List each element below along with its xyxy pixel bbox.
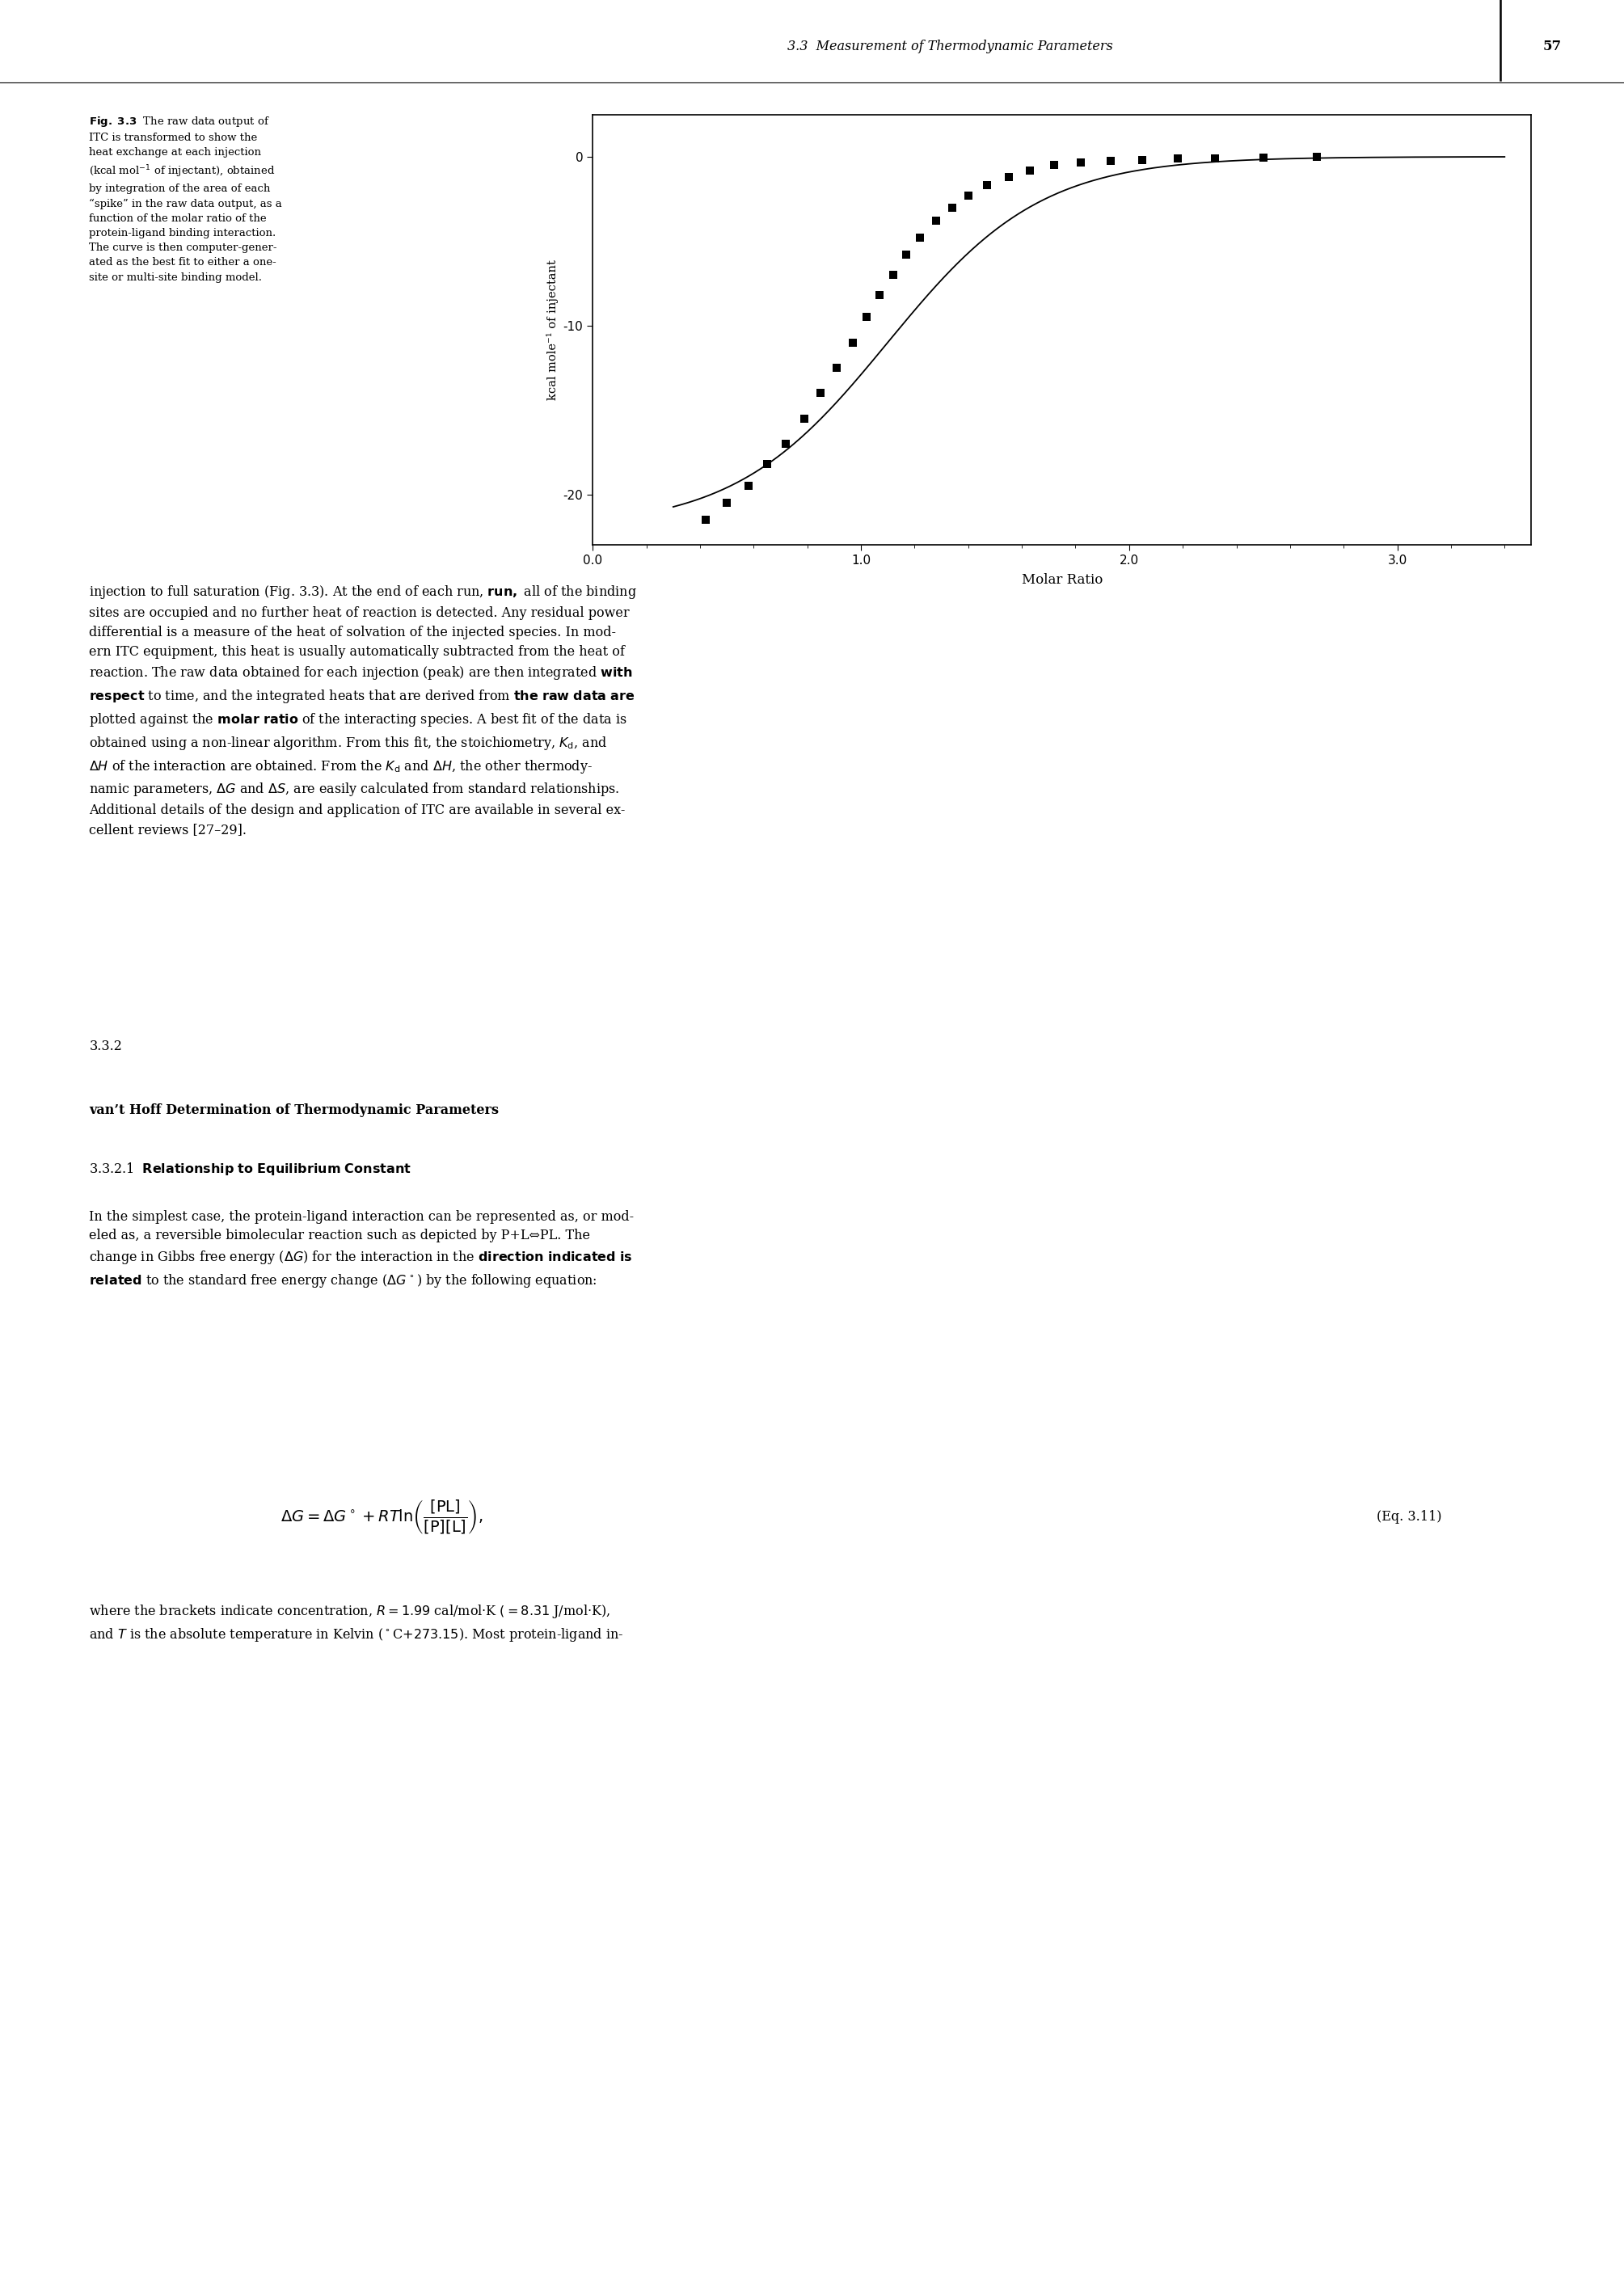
Point: [955, 176, 981, 213]
Point: [1164, 140, 1190, 176]
Point: [773, 426, 799, 463]
Point: [1130, 142, 1156, 179]
Point: [974, 167, 1000, 204]
Point: [692, 502, 718, 538]
Text: 57: 57: [1543, 39, 1562, 53]
Text: (Eq. 3.11): (Eq. 3.11): [1377, 1509, 1442, 1525]
Text: 3.3.2.1  $\bf{Relationship\ to\ Equilibrium\ Constant}$: 3.3.2.1 $\bf{Relationship\ to\ Equilibri…: [89, 1161, 412, 1177]
Point: [1304, 140, 1330, 176]
Point: [1041, 147, 1067, 183]
Point: [840, 325, 866, 362]
Text: In the simplest case, the protein-ligand interaction can be represented as, or m: In the simplest case, the protein-ligand…: [89, 1209, 635, 1289]
Point: [807, 376, 833, 412]
Point: [906, 220, 932, 256]
Point: [996, 158, 1021, 195]
Text: 3.3.2: 3.3.2: [89, 1040, 122, 1053]
Point: [754, 447, 780, 483]
Point: [736, 467, 762, 504]
Point: [893, 236, 919, 273]
Point: [1202, 140, 1228, 176]
Point: [880, 256, 906, 293]
X-axis label: Molar Ratio: Molar Ratio: [1021, 572, 1103, 586]
Point: [922, 202, 948, 238]
Point: [939, 190, 965, 227]
Text: $\bf{Fig.\ 3.3}$  The raw data output of
ITC is transformed to show the
heat exc: $\bf{Fig.\ 3.3}$ The raw data output of …: [89, 114, 283, 282]
Text: where the brackets indicate concentration, $R=1.99$ cal/mol$\cdot$K $(=8.31$ J/m: where the brackets indicate concentratio…: [89, 1603, 624, 1644]
Text: injection to full saturation (Fig. 3.3). At the end of each run, $\bf{run,}$ all: injection to full saturation (Fig. 3.3).…: [89, 584, 637, 836]
Point: [1250, 140, 1276, 176]
Text: 3.3  Measurement of Thermodynamic Parameters: 3.3 Measurement of Thermodynamic Paramet…: [788, 39, 1112, 53]
Point: [1069, 144, 1095, 181]
Point: [715, 485, 741, 522]
Point: [867, 277, 893, 314]
Point: [791, 401, 817, 437]
Point: [853, 298, 879, 334]
Point: [823, 350, 849, 387]
Point: [1098, 142, 1124, 179]
Text: $\Delta G = \Delta G^\circ + RT\ln\!\left(\dfrac{[\mathrm{PL}]}{[\mathrm{P}][\ma: $\Delta G = \Delta G^\circ + RT\ln\!\lef…: [281, 1498, 484, 1537]
Point: [1017, 151, 1043, 188]
Text: van’t Hoff Determination of Thermodynamic Parameters: van’t Hoff Determination of Thermodynami…: [89, 1104, 499, 1118]
Y-axis label: kcal mole⁻¹ of injectant: kcal mole⁻¹ of injectant: [547, 259, 559, 401]
